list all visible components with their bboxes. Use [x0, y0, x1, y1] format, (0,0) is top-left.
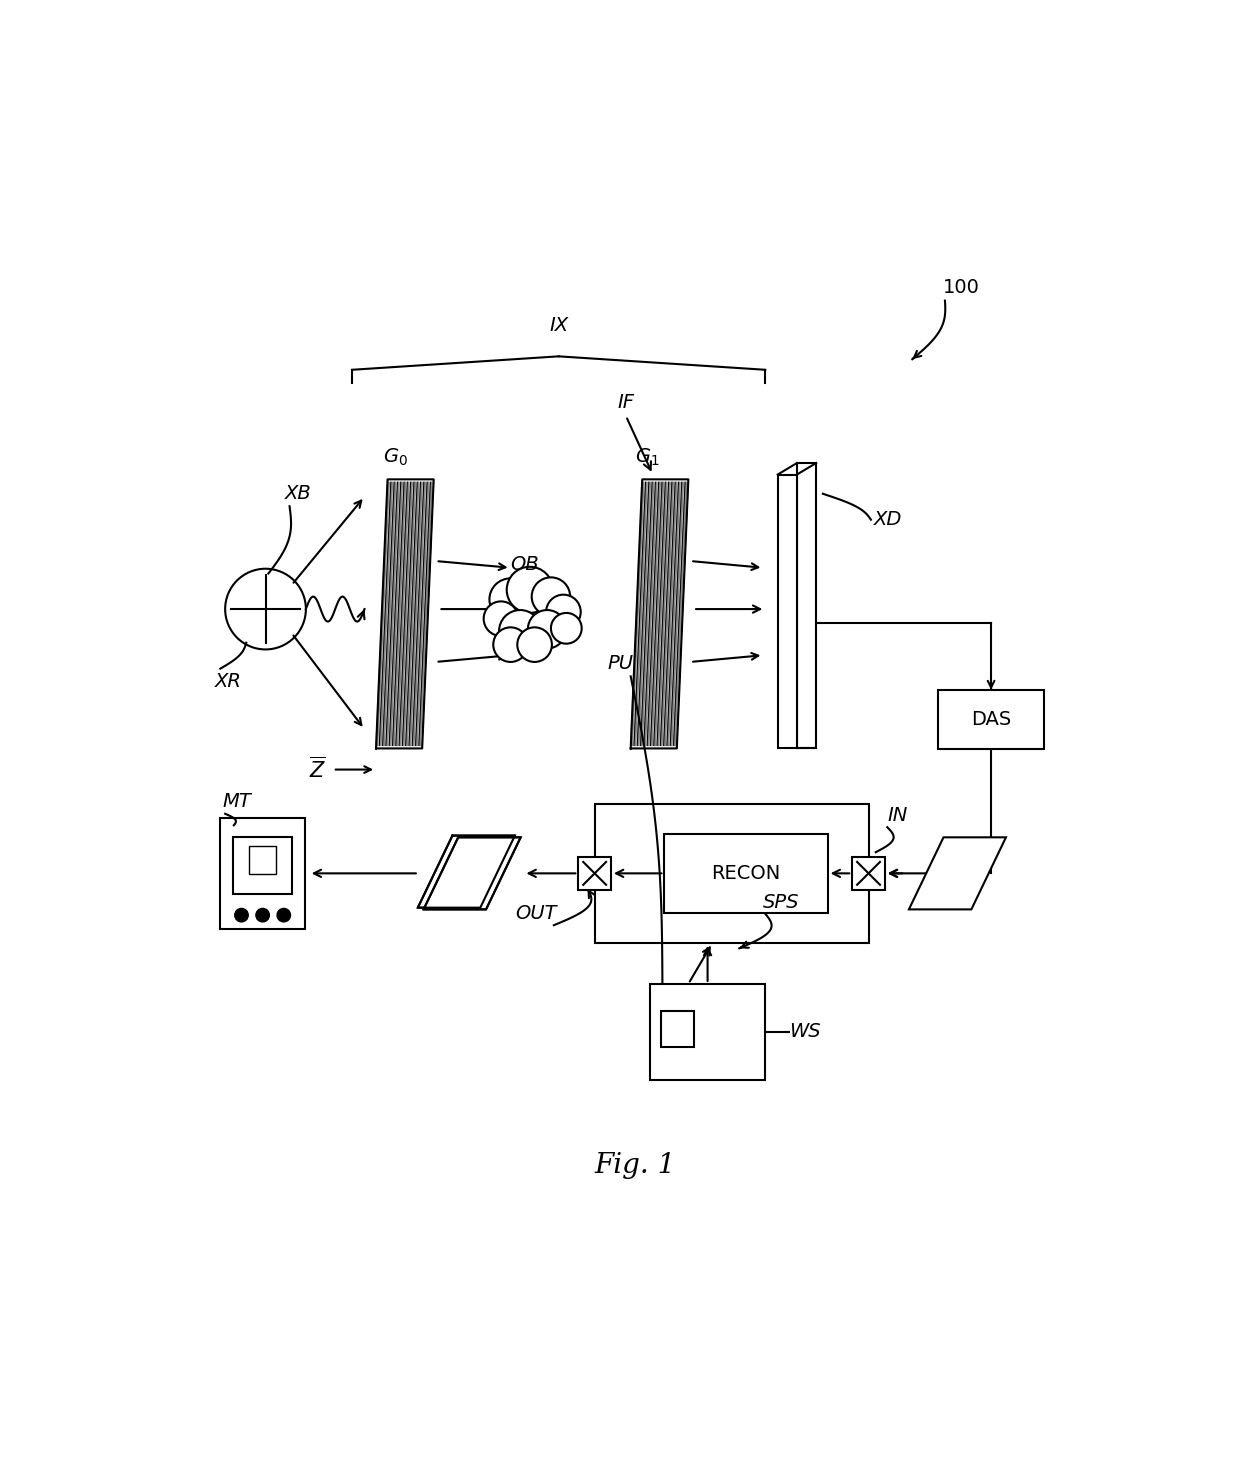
- Circle shape: [277, 909, 290, 922]
- Polygon shape: [399, 483, 412, 746]
- Circle shape: [484, 601, 518, 636]
- Polygon shape: [631, 483, 644, 746]
- FancyBboxPatch shape: [661, 1011, 693, 1048]
- Circle shape: [234, 909, 248, 922]
- FancyBboxPatch shape: [249, 846, 277, 873]
- FancyBboxPatch shape: [221, 818, 305, 929]
- Polygon shape: [663, 483, 677, 746]
- Polygon shape: [405, 483, 419, 746]
- Polygon shape: [379, 483, 393, 746]
- Polygon shape: [637, 483, 651, 746]
- Polygon shape: [393, 483, 405, 746]
- Text: IX: IX: [549, 316, 568, 335]
- Polygon shape: [671, 483, 683, 746]
- Polygon shape: [797, 462, 816, 749]
- Polygon shape: [634, 483, 647, 746]
- Polygon shape: [396, 483, 409, 746]
- Polygon shape: [412, 483, 425, 746]
- Polygon shape: [386, 483, 399, 746]
- Polygon shape: [389, 483, 403, 746]
- Text: WS: WS: [789, 1023, 821, 1042]
- FancyBboxPatch shape: [233, 837, 293, 894]
- Circle shape: [507, 566, 553, 613]
- Polygon shape: [647, 483, 661, 746]
- Polygon shape: [409, 483, 422, 746]
- FancyBboxPatch shape: [852, 857, 885, 890]
- Polygon shape: [418, 835, 515, 907]
- Text: MT: MT: [222, 791, 250, 811]
- Text: IF: IF: [618, 394, 635, 413]
- Circle shape: [490, 578, 532, 620]
- Text: IN: IN: [888, 806, 908, 825]
- Text: PU: PU: [608, 654, 634, 673]
- Circle shape: [532, 578, 570, 616]
- Text: XB: XB: [285, 484, 311, 503]
- Polygon shape: [777, 474, 797, 749]
- Circle shape: [546, 594, 580, 629]
- Polygon shape: [909, 837, 1006, 910]
- Text: XD: XD: [874, 511, 903, 530]
- Polygon shape: [403, 483, 415, 746]
- Text: G$_1$: G$_1$: [635, 446, 660, 468]
- FancyBboxPatch shape: [939, 689, 1044, 749]
- Text: Fig. 1: Fig. 1: [595, 1151, 676, 1179]
- Text: SPS: SPS: [764, 892, 800, 911]
- Circle shape: [551, 613, 582, 644]
- Polygon shape: [673, 483, 687, 746]
- Text: OB: OB: [511, 554, 539, 573]
- Polygon shape: [641, 483, 653, 746]
- Text: RECON: RECON: [712, 863, 781, 882]
- Polygon shape: [657, 483, 671, 746]
- FancyBboxPatch shape: [578, 857, 611, 890]
- Polygon shape: [644, 483, 657, 746]
- Polygon shape: [419, 483, 432, 746]
- Circle shape: [498, 610, 542, 652]
- Polygon shape: [415, 483, 429, 746]
- Polygon shape: [376, 483, 389, 746]
- Polygon shape: [661, 483, 673, 746]
- Text: 100: 100: [942, 278, 980, 297]
- Polygon shape: [653, 483, 667, 746]
- Polygon shape: [667, 483, 680, 746]
- FancyBboxPatch shape: [595, 803, 868, 944]
- Text: OUT: OUT: [515, 904, 557, 923]
- Circle shape: [494, 628, 528, 661]
- FancyBboxPatch shape: [665, 834, 828, 913]
- Circle shape: [517, 628, 552, 661]
- Circle shape: [528, 610, 567, 648]
- FancyBboxPatch shape: [650, 985, 765, 1080]
- Polygon shape: [383, 483, 396, 746]
- Text: G$_0$: G$_0$: [383, 446, 408, 468]
- Polygon shape: [424, 837, 521, 910]
- Circle shape: [255, 909, 269, 922]
- Text: DAS: DAS: [971, 710, 1011, 729]
- Text: $\overline{Z}$: $\overline{Z}$: [309, 756, 326, 783]
- Polygon shape: [651, 483, 663, 746]
- Text: XR: XR: [215, 672, 242, 691]
